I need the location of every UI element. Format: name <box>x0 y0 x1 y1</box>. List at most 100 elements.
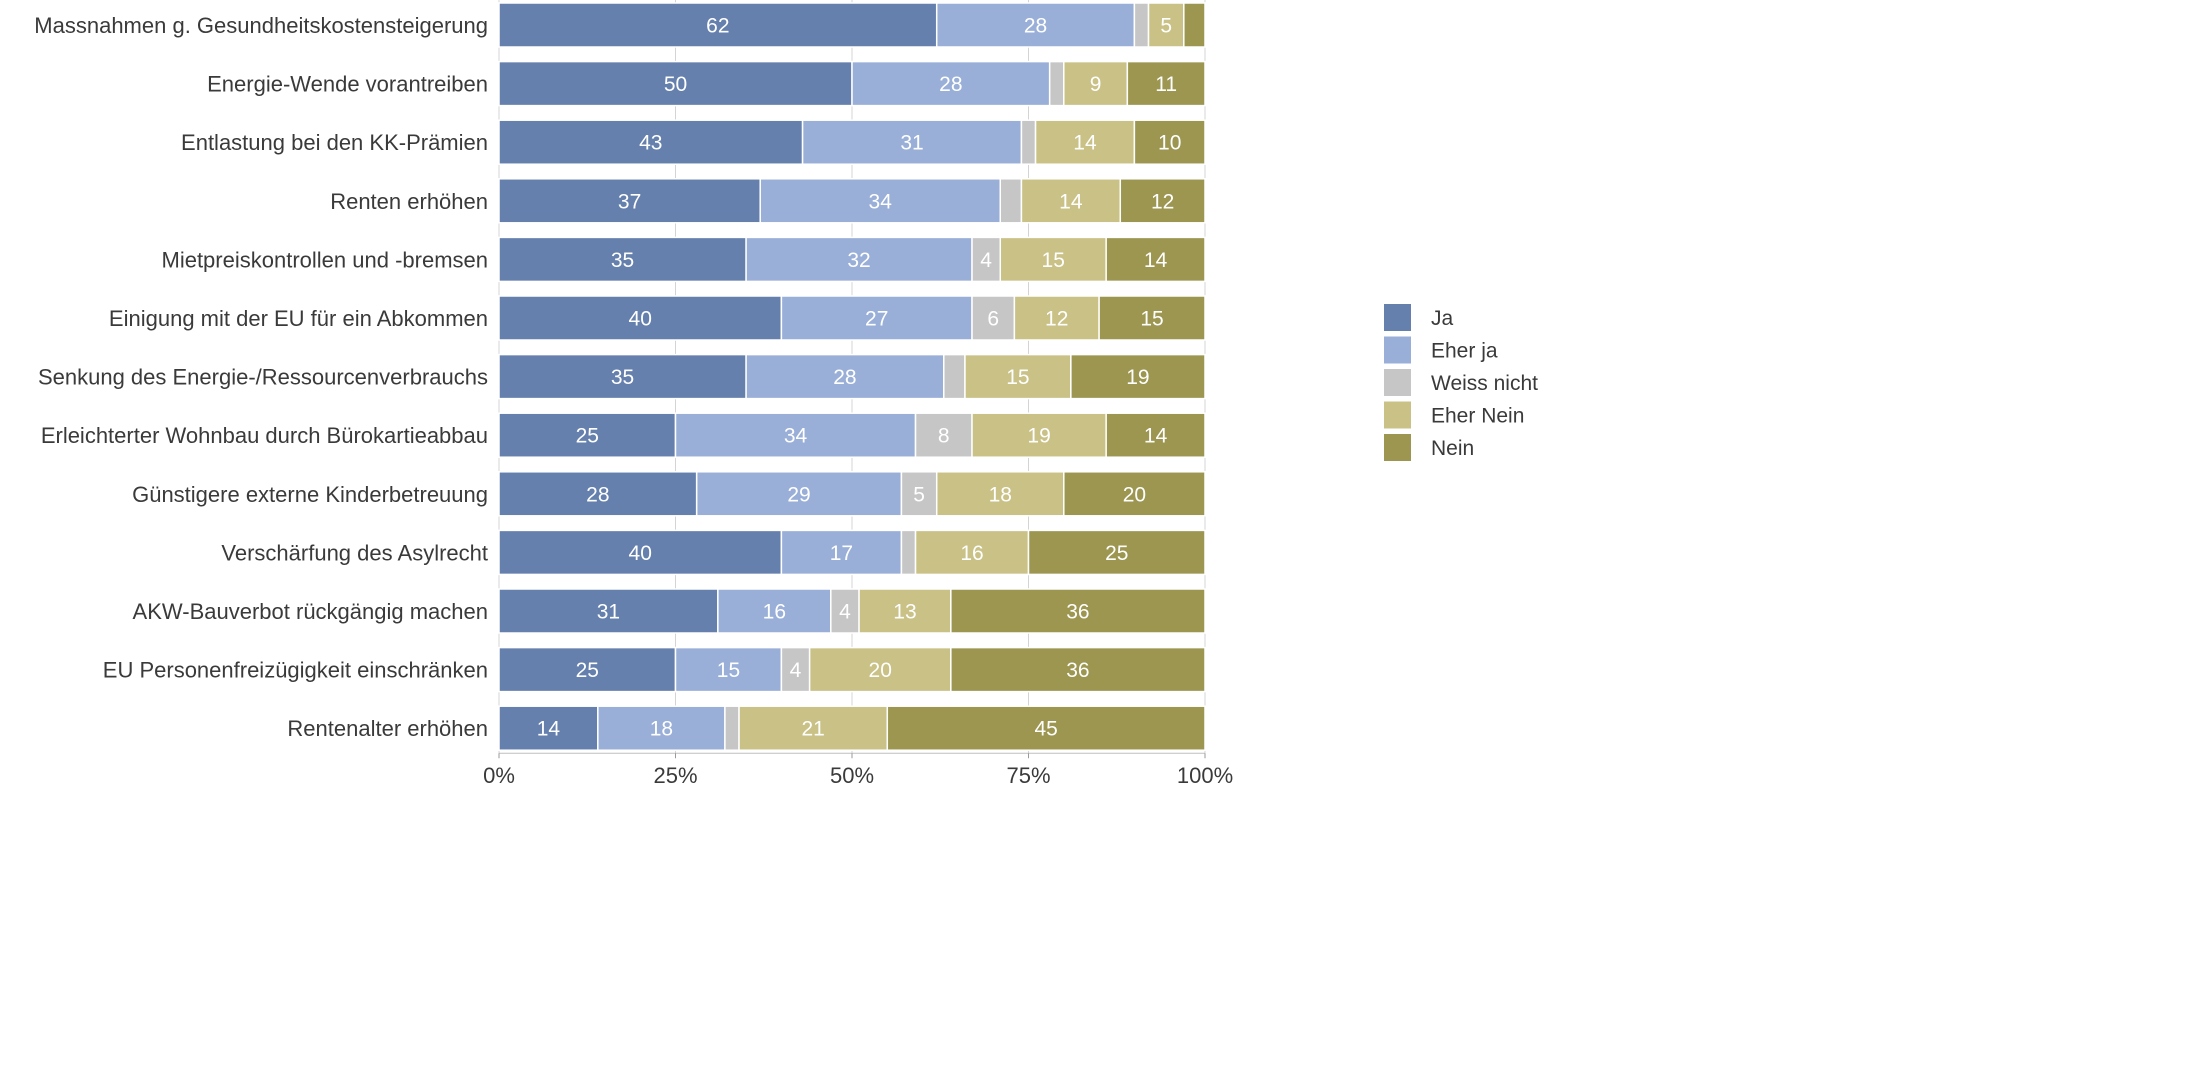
bar-segment-eher-nein <box>935 471 1065 517</box>
data-label: 25 <box>576 425 599 448</box>
data-label: 40 <box>629 542 652 565</box>
data-label: 28 <box>833 366 856 389</box>
data-label: 4 <box>839 601 851 624</box>
bar-segment-nein <box>886 705 1206 751</box>
bar-segment-ja <box>498 2 938 48</box>
category-label: Massnahmen g. Gesundheitskostensteigerun… <box>34 13 488 38</box>
bar-row: 25 15 4 20 36 <box>498 646 1206 693</box>
data-label: 14 <box>1059 190 1083 213</box>
bar-segment-ja <box>498 178 761 224</box>
data-label: 36 <box>1066 659 1089 682</box>
bar-row: 62 28 5 <box>498 2 1206 48</box>
bar-segment-weiss-nicht <box>971 295 1016 341</box>
data-label: 8 <box>938 425 950 448</box>
data-label: 18 <box>650 718 673 741</box>
bar-segment-nein <box>1070 353 1206 400</box>
bar-segment-eher-ja <box>695 471 903 517</box>
bar-segment-weiss-nicht <box>1020 119 1037 165</box>
bar-row: 50 28 9 11 <box>498 60 1206 107</box>
legend-item: Eher ja <box>1384 336 1498 364</box>
x-tick-label: 50% <box>830 763 874 784</box>
data-label: 9 <box>1090 73 1102 96</box>
legend-swatch <box>1384 401 1411 429</box>
bar-segment-ja <box>498 471 698 517</box>
x-axis: 0% 25% 50% 75% 100% <box>483 752 1233 784</box>
data-label: 13 <box>893 601 916 624</box>
category-label: Verschärfung des Asylrecht <box>221 540 488 565</box>
data-label: 50 <box>664 73 687 96</box>
data-label: 14 <box>1144 425 1168 448</box>
bar-segment-eher-ja <box>745 236 973 283</box>
legend-item: Weiss nicht <box>1384 369 1538 396</box>
data-label: 12 <box>1151 190 1174 213</box>
data-label: 15 <box>1140 308 1163 331</box>
bar-segment-weiss-nicht <box>999 178 1023 224</box>
data-label: 25 <box>576 659 599 682</box>
bar-row: 40 27 6 12 15 <box>498 295 1206 341</box>
legend-label: Eher Nein <box>1431 405 1524 428</box>
bar-segment-eher-ja <box>597 705 726 751</box>
data-label: 34 <box>784 425 808 448</box>
category-label: Renten erhöhen <box>330 189 488 214</box>
data-label: 10 <box>1158 132 1181 155</box>
bar-segment-eher-nein <box>858 588 952 634</box>
x-tick-label: 0% <box>483 763 515 784</box>
bar-segment-weiss-nicht <box>724 705 740 751</box>
data-label: 35 <box>611 366 634 389</box>
bar-segment-eher-nein <box>999 236 1107 283</box>
bar-segment-eher-ja <box>759 178 1002 224</box>
legend-item: Nein <box>1384 434 1474 461</box>
legend-swatch <box>1384 434 1411 461</box>
bar-row: 37 34 14 12 <box>498 178 1206 224</box>
legend-item: Eher Nein <box>1384 401 1524 429</box>
data-label: 14 <box>1144 249 1168 272</box>
data-label: 19 <box>1126 366 1149 389</box>
data-label: 45 <box>1034 718 1057 741</box>
bar-row: 14 18 21 45 <box>498 705 1206 751</box>
bar-segment-ja <box>498 119 804 165</box>
bar-segment-weiss-nicht <box>943 353 966 400</box>
category-label: Mietpreiskontrollen und -bremsen <box>162 247 489 272</box>
bar-segment-nein <box>1105 412 1206 458</box>
category-label: Erleichterter Wohnbau durch Bürokartieab… <box>41 423 488 448</box>
legend-label: Nein <box>1431 437 1474 460</box>
bar-segment-nein <box>950 588 1206 634</box>
category-label: EU Personenfreizügigkeit einschränken <box>103 658 488 683</box>
data-label: 4 <box>980 249 992 272</box>
data-label: 31 <box>900 132 923 155</box>
data-label: 4 <box>790 659 802 682</box>
category-label: Rentenalter erhöhen <box>287 716 488 741</box>
legend-swatch <box>1384 369 1411 396</box>
bar-segment-eher-nein <box>964 353 1072 400</box>
bar-segment-eher-ja <box>780 295 973 341</box>
data-label: 11 <box>1155 73 1177 96</box>
bars: 62 28 5 50 28 9 11 43 31 14 10 37 34 14 12 35 32 4 15 14 40 2… <box>498 2 1206 751</box>
bar-segment-nein <box>1133 119 1206 165</box>
bar-segment-eher-ja <box>717 588 832 634</box>
bar-segment-eher-nein <box>1013 295 1100 341</box>
data-label: 35 <box>611 249 634 272</box>
legend-label: Eher ja <box>1431 340 1498 363</box>
bar-segment-weiss-nicht <box>900 471 938 517</box>
data-label: 12 <box>1045 308 1068 331</box>
bar-segment-nein <box>1098 295 1206 341</box>
category-label: Einigung mit der EU für ein Abkommen <box>109 306 488 331</box>
bar-segment-eher-nein <box>1147 2 1185 48</box>
legend-label: Ja <box>1431 307 1454 330</box>
data-label: 29 <box>787 483 810 506</box>
bar-row: 43 31 14 10 <box>498 119 1206 165</box>
bar-segment-nein <box>1027 529 1206 576</box>
x-tick-label: 100% <box>1177 763 1233 784</box>
legend-label: Weiss nicht <box>1431 372 1538 395</box>
bar-segment-eher-nein <box>1034 119 1136 165</box>
bar-row: 31 16 4 13 36 <box>498 588 1206 634</box>
data-label: 20 <box>869 659 892 682</box>
bar-segment-weiss-nicht <box>1133 2 1150 48</box>
category-label: Energie-Wende vorantreiben <box>207 72 488 97</box>
bar-segment-ja <box>498 60 853 107</box>
category-label: Günstigere externe Kinderbetreuung <box>132 482 488 507</box>
data-label: 19 <box>1027 425 1050 448</box>
data-label: 14 <box>1073 132 1097 155</box>
data-label: 25 <box>1105 542 1128 565</box>
bar-segment-nein <box>1126 60 1206 107</box>
